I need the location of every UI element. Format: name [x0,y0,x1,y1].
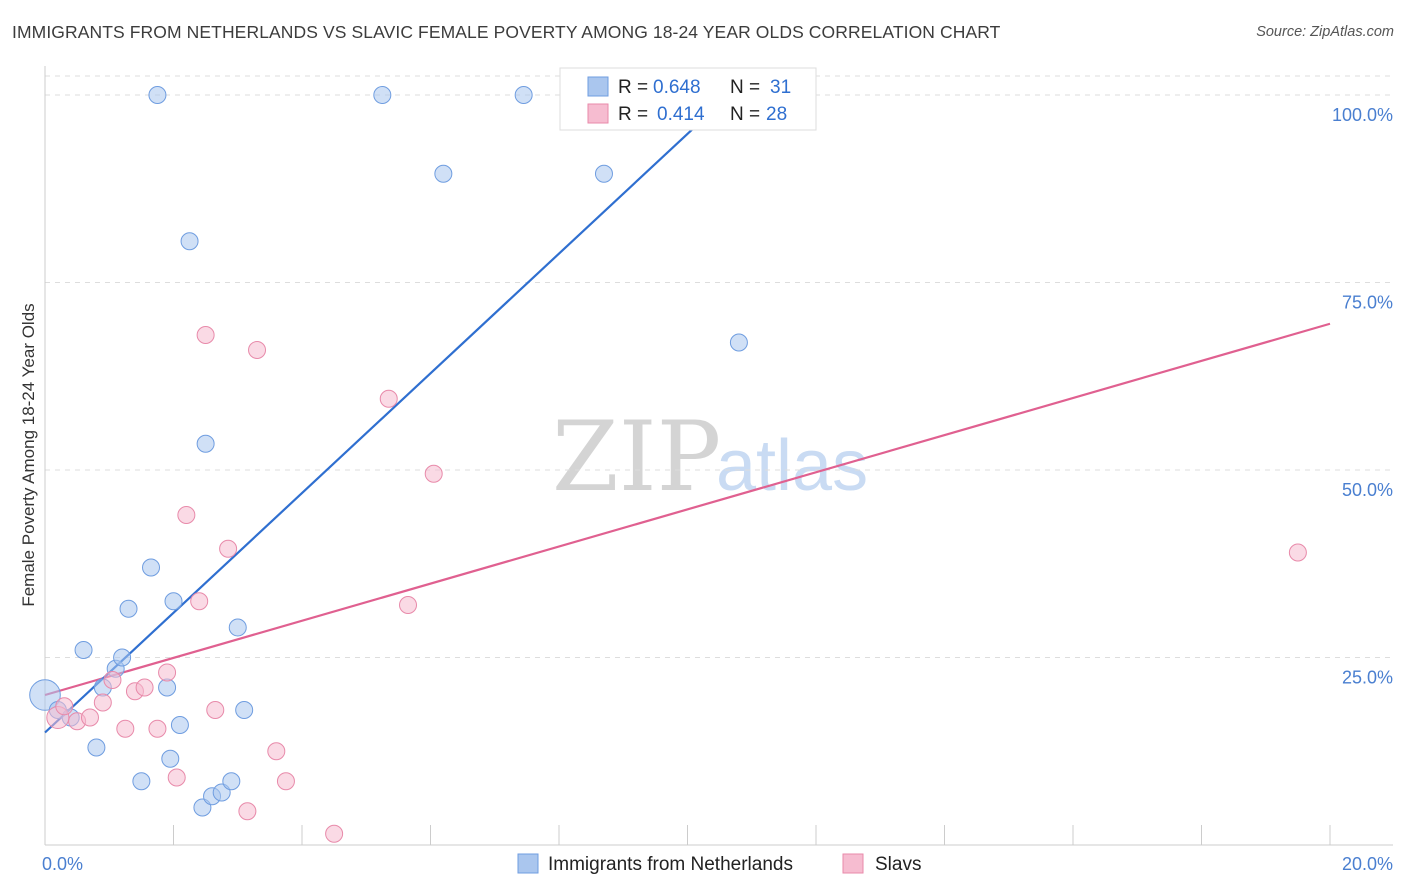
data-point-netherlands [222,772,241,791]
y-tick-label: 50.0% [1342,480,1393,500]
y-tick-label: 100.0% [1332,105,1393,125]
trend-lines [44,79,1331,734]
legend-swatch-pink [587,103,609,124]
data-point-slavs [190,592,209,611]
data-point-netherlands [180,232,199,251]
data-point-slavs [379,389,398,408]
data-point-slavs [276,772,295,791]
bottom-legend-label-netherlands: Immigrants from Netherlands [548,854,793,875]
data-point-slavs [206,701,225,719]
legend-r-label-2: R = [618,104,648,125]
data-point-slavs [93,693,112,712]
data-point-netherlands [228,618,247,637]
legend-swatch-blue [587,76,609,97]
bottom-legend: Immigrants from Netherlands Slavs [517,853,921,875]
data-point-slavs [158,663,177,682]
gridlines [45,75,1393,658]
data-point-netherlands [164,592,183,611]
trend-line-slavs [44,322,1331,697]
data-point-netherlands [434,164,453,183]
source-credit: Source: ZipAtlas.com [1256,24,1394,40]
chart-title: IMMIGRANTS FROM NETHERLANDS VS SLAVIC FE… [12,22,1001,42]
data-point-slavs [196,326,215,344]
data-point-slavs [177,506,196,524]
axes: 25.0% 50.0% 75.0% 100.0% [44,66,1393,846]
data-point-slavs [399,596,418,614]
data-point-slavs [238,802,257,821]
bottom-legend-label-slavs: Slavs [875,854,921,875]
data-point-slavs [80,708,99,727]
data-point-netherlands [170,716,189,734]
legend-n-label-2: N = [730,104,760,125]
y-axis-label: Female Poverty Among 18-24 Year Olds [19,303,38,606]
data-point-netherlands [594,164,613,183]
legend-r-value-2: 0.414 [657,104,705,125]
data-point-slavs [148,719,167,738]
series-slavs-points [46,326,1307,843]
data-point-netherlands [74,641,93,659]
data-point-netherlands [235,701,254,719]
y-tick-label: 25.0% [1342,668,1393,688]
data-point-slavs [167,768,186,787]
watermark-atlas: atlas [716,426,868,506]
legend-r-value-1: 0.648 [653,77,701,98]
data-point-netherlands [196,434,215,453]
data-point-netherlands [729,333,748,352]
data-point-netherlands [87,738,106,757]
data-point-netherlands [119,599,138,618]
x-tick-label-max: 20.0% [1342,854,1393,874]
data-point-netherlands [148,86,167,104]
legend-n-label-1: N = [730,77,760,98]
legend-box: R = 0.648 N = 31 R = 0.414 N = 28 [559,67,817,131]
data-point-netherlands [142,558,161,577]
trend-line-netherlands [44,79,747,734]
data-point-slavs [1288,543,1307,562]
bottom-legend-swatch-blue [517,853,539,874]
watermark-zip: ZIP [552,401,721,513]
data-point-slavs [116,719,135,738]
legend-r-label-1: R = [618,77,648,98]
data-point-netherlands [373,86,392,104]
data-point-slavs [424,464,443,483]
legend-n-value-2: 28 [766,104,787,125]
data-point-netherlands [158,678,177,697]
data-point-slavs [267,742,286,761]
legend-n-value-1: 31 [770,77,791,98]
data-point-slavs [135,678,154,697]
data-point-slavs [219,539,238,558]
data-point-slavs [325,824,344,843]
data-point-netherlands [29,679,61,711]
data-point-netherlands [113,648,132,667]
data-point-netherlands [514,86,533,104]
bottom-legend-swatch-pink [842,853,864,874]
series-netherlands-points [29,86,748,817]
data-point-slavs [103,671,122,689]
y-tick-label: 75.0% [1342,293,1393,313]
x-tick-label-min: 0.0% [42,854,83,874]
data-point-netherlands [161,749,180,768]
data-point-slavs [55,697,74,716]
data-point-slavs [248,341,267,359]
data-point-netherlands [132,772,151,791]
